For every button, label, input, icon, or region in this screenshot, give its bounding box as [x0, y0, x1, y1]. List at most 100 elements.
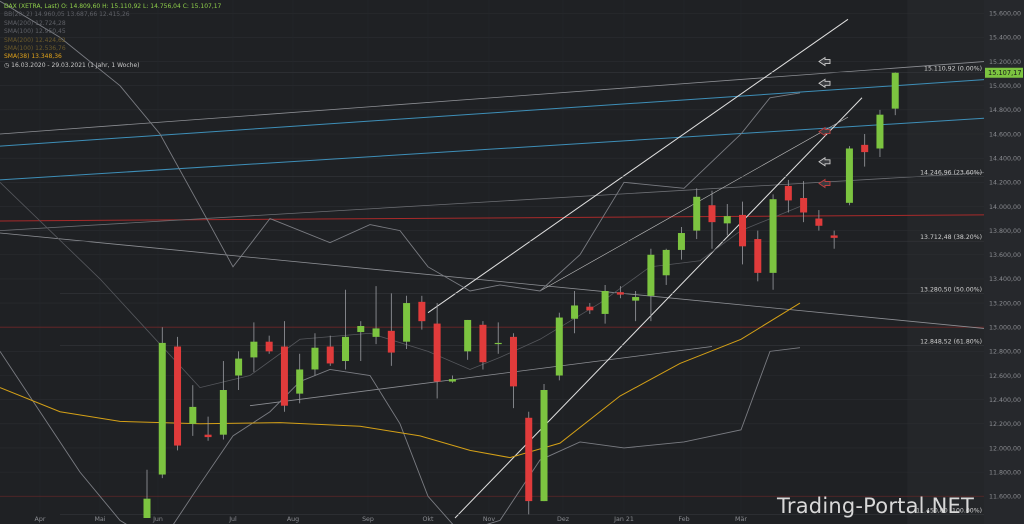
future-area	[907, 0, 984, 524]
arrow-marker-icon	[818, 156, 831, 167]
y-tick-label: 13.200,00	[989, 300, 1021, 307]
y-tick-label: 12.400,00	[989, 397, 1021, 404]
candle-body	[601, 290, 609, 314]
candle-body	[830, 235, 838, 238]
x-tick-label: Jan 21	[613, 516, 634, 523]
price-axis-panel	[984, 0, 1024, 524]
candle-body	[418, 301, 426, 322]
sma38-line: SMA(38) 13.348,36	[4, 53, 62, 61]
fib-level-label: 13.712,48 (38.20%)	[920, 234, 982, 241]
candle-body	[693, 196, 701, 231]
y-tick-label: 15.000,00	[989, 83, 1021, 90]
x-tick-label: Feb	[678, 516, 689, 523]
support-line-red	[0, 214, 985, 222]
candle-body	[296, 369, 304, 394]
indicator-legend: DAX (XETRA, Last) O: 14.809,60 H: 15.110…	[4, 3, 221, 70]
candle-body	[540, 390, 548, 502]
symbol-line: DAX (XETRA, Last) O: 14.809,60 H: 15.110…	[4, 3, 221, 11]
x-tick-label: Nov	[483, 516, 496, 523]
candle-body	[754, 239, 762, 273]
y-tick-label: 11.600,00	[989, 494, 1021, 501]
channel-line-blue-upper	[0, 79, 985, 147]
clock-icon: ◷	[4, 61, 10, 69]
x-tick-label: Jul	[228, 516, 237, 523]
y-tick-label: 13.600,00	[989, 252, 1021, 259]
candle-body	[845, 148, 853, 203]
bollinger-upper	[0, 0, 801, 292]
y-tick-label: 13.800,00	[989, 228, 1021, 235]
candle-body	[158, 342, 166, 475]
candle-body	[876, 114, 884, 149]
candle-body	[174, 346, 182, 446]
arrow-marker-icon	[818, 178, 831, 189]
y-tick-label: 15.600,00	[989, 11, 1021, 18]
bollinger-lower	[0, 347, 801, 524]
y-tick-label: 14.400,00	[989, 155, 1021, 162]
x-tick-label: Okt	[422, 516, 434, 523]
candle-body	[800, 198, 808, 213]
y-tick-label: 12.800,00	[989, 349, 1021, 356]
x-tick-label: Dez	[557, 516, 570, 523]
candle-body	[433, 323, 441, 382]
candle-body	[204, 434, 212, 438]
candle-body	[723, 216, 731, 224]
trendline-grey-base	[249, 346, 713, 407]
y-tick-label: 14.000,00	[989, 204, 1021, 211]
y-tick-label: 13.000,00	[989, 325, 1021, 332]
arrow-marker-icon	[818, 78, 831, 89]
candle-body	[784, 185, 792, 201]
trendline-grey-mid	[0, 172, 985, 232]
candle-body	[448, 379, 456, 382]
candle-body	[525, 417, 533, 502]
candle-body	[479, 324, 487, 363]
candle-body	[387, 330, 395, 353]
fib-level-label: 12.848,52 (61.80%)	[920, 338, 982, 345]
candle-body	[280, 346, 288, 406]
candle-body	[250, 341, 258, 358]
x-tick-label: Sep	[362, 516, 374, 523]
candle-body	[677, 233, 685, 250]
fib-level-label: 15.110,92 (0.00%)	[924, 65, 982, 72]
y-tick-label: 14.600,00	[989, 131, 1021, 138]
candle-body	[571, 305, 579, 319]
x-tick-label: Mai	[94, 516, 105, 523]
candle-body	[311, 347, 319, 370]
candle-body	[494, 342, 502, 345]
x-tick-label: Apr	[35, 516, 46, 523]
y-tick-label: 12.200,00	[989, 421, 1021, 428]
date-range-text: 16.03.2020 - 29.03.2021 (1 Jahr, 1 Woche…	[11, 61, 140, 69]
candle-body	[265, 341, 273, 352]
channel-lower-white	[454, 97, 863, 519]
y-tick-label: 12.000,00	[989, 445, 1021, 452]
candle-body	[555, 317, 563, 376]
candle-body	[632, 297, 640, 301]
trendline-grey-top	[0, 61, 985, 135]
candle-body	[616, 292, 624, 295]
candle-body	[342, 336, 350, 362]
y-tick-label: 15.200,00	[989, 59, 1021, 66]
x-tick-label: Aug	[287, 516, 299, 523]
fib-level-label: 11.450,00 (100.00%)	[916, 507, 982, 514]
candle-body	[235, 358, 243, 376]
candle-body	[143, 498, 151, 518]
fib-level-label: 14.246,96 (23.60%)	[920, 170, 982, 177]
candle-body	[815, 218, 823, 226]
date-range: ◷ 16.03.2020 - 29.03.2021 (1 Jahr, 1 Woc…	[4, 62, 221, 70]
candle-body	[509, 336, 517, 387]
watermark: Trading-Portal.NET	[776, 494, 974, 518]
fib-level-label: 13.280,50 (50.00%)	[920, 286, 982, 293]
candle-body	[861, 144, 869, 153]
y-tick-label: 14.800,00	[989, 107, 1021, 114]
bb-line: BB(20; 2) 14.960,05 13.687,66 12.415,26	[4, 11, 130, 19]
channel-upper-white	[427, 18, 849, 314]
y-tick-label: 13.400,00	[989, 276, 1021, 283]
candle-body	[891, 72, 899, 109]
sma200-alt-line: SMA(200) 12.424,62	[4, 36, 66, 44]
channel-line-blue-lower	[0, 117, 985, 181]
bollinger-mid	[0, 182, 801, 389]
candle-body	[372, 328, 380, 337]
candle-body	[403, 303, 411, 342]
trendline-grey-down	[0, 232, 985, 329]
arrow-marker-icon	[818, 126, 831, 137]
